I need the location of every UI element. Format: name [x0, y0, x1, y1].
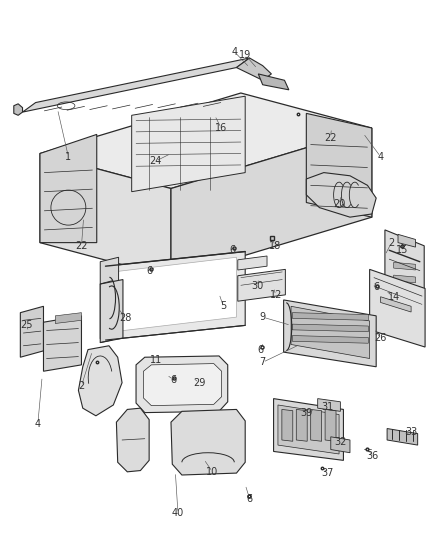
Polygon shape: [258, 74, 289, 90]
Polygon shape: [22, 58, 250, 112]
Polygon shape: [306, 173, 376, 217]
Text: 19: 19: [239, 50, 251, 60]
Polygon shape: [40, 134, 97, 243]
Text: 26: 26: [374, 333, 387, 343]
Text: 11: 11: [149, 355, 162, 365]
Text: 20: 20: [333, 199, 345, 209]
Text: 15: 15: [396, 245, 409, 255]
Polygon shape: [78, 346, 122, 416]
Polygon shape: [100, 279, 123, 343]
Text: 7: 7: [260, 357, 266, 367]
Polygon shape: [311, 409, 321, 441]
Polygon shape: [117, 408, 149, 472]
Polygon shape: [292, 324, 368, 332]
Polygon shape: [43, 316, 81, 371]
Polygon shape: [238, 256, 267, 270]
Text: 2: 2: [78, 381, 85, 391]
Text: 6: 6: [258, 344, 264, 354]
Text: 6: 6: [373, 282, 379, 292]
Text: 10: 10: [206, 467, 219, 477]
Text: 39: 39: [300, 408, 312, 418]
Polygon shape: [106, 252, 245, 340]
Polygon shape: [20, 306, 43, 357]
Text: 24: 24: [149, 156, 162, 166]
Text: 1: 1: [65, 152, 71, 161]
Text: 4: 4: [231, 46, 237, 56]
Polygon shape: [394, 275, 416, 282]
Polygon shape: [381, 297, 411, 312]
Text: 14: 14: [388, 293, 400, 302]
Text: 6: 6: [247, 494, 253, 504]
Polygon shape: [394, 262, 416, 270]
Polygon shape: [136, 356, 228, 413]
Polygon shape: [274, 399, 343, 461]
Text: 6: 6: [229, 245, 235, 255]
Polygon shape: [40, 154, 171, 278]
Text: 31: 31: [321, 402, 333, 412]
Polygon shape: [132, 96, 245, 192]
Polygon shape: [284, 300, 376, 367]
Polygon shape: [100, 257, 119, 339]
Polygon shape: [318, 399, 340, 411]
Polygon shape: [296, 409, 307, 441]
Text: 16: 16: [215, 123, 227, 133]
Text: 40: 40: [172, 508, 184, 518]
Text: 32: 32: [334, 437, 346, 447]
Text: 12: 12: [269, 290, 282, 301]
Text: 2: 2: [389, 238, 395, 248]
Polygon shape: [385, 230, 424, 306]
Text: 28: 28: [119, 313, 131, 323]
Polygon shape: [398, 235, 416, 247]
Text: 6: 6: [170, 375, 176, 384]
Text: 18: 18: [269, 241, 281, 251]
Polygon shape: [331, 437, 350, 453]
Text: 36: 36: [367, 451, 379, 461]
Text: 6: 6: [146, 266, 152, 276]
Text: 5: 5: [220, 301, 226, 311]
Polygon shape: [238, 269, 286, 301]
Polygon shape: [171, 128, 372, 278]
Polygon shape: [291, 306, 370, 359]
Polygon shape: [144, 364, 222, 406]
Text: 22: 22: [324, 133, 336, 142]
Polygon shape: [370, 269, 425, 347]
Polygon shape: [306, 114, 372, 217]
Polygon shape: [40, 93, 372, 189]
Text: 4: 4: [35, 419, 41, 429]
Text: 33: 33: [405, 427, 417, 438]
Polygon shape: [119, 257, 237, 331]
Polygon shape: [387, 429, 418, 445]
Polygon shape: [325, 409, 336, 441]
Text: 9: 9: [260, 312, 266, 322]
Text: 4: 4: [378, 152, 384, 161]
Text: 29: 29: [193, 378, 205, 387]
Polygon shape: [171, 409, 245, 475]
Text: 25: 25: [20, 320, 32, 330]
Polygon shape: [282, 409, 293, 441]
Polygon shape: [55, 313, 81, 324]
Polygon shape: [292, 336, 368, 343]
Polygon shape: [14, 104, 22, 115]
Polygon shape: [237, 58, 272, 80]
Text: 37: 37: [321, 468, 333, 478]
Polygon shape: [292, 313, 368, 320]
Polygon shape: [278, 405, 339, 454]
Text: 30: 30: [251, 281, 264, 291]
Text: 22: 22: [75, 241, 88, 251]
